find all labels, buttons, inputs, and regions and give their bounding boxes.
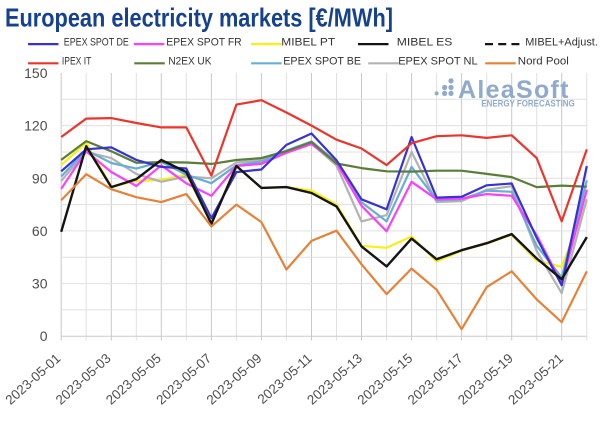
svg-text:60: 60 [32, 223, 48, 239]
svg-text:EPEX SPOT BE: EPEX SPOT BE [283, 56, 361, 68]
svg-text:150: 150 [24, 65, 48, 81]
svg-text:European electricity markets [: European electricity markets [€/MWh] [5, 3, 393, 33]
svg-text:N2EX UK: N2EX UK [168, 56, 211, 68]
svg-text:MIBEL ES: MIBEL ES [397, 36, 453, 48]
svg-text:30: 30 [32, 276, 48, 292]
svg-text:AleaSoft: AleaSoft [458, 76, 570, 104]
svg-text:90: 90 [32, 170, 48, 186]
svg-text:0: 0 [40, 328, 48, 344]
svg-text:MIBEL+Adjust.: MIBEL+Adjust. [525, 36, 598, 48]
svg-text:ENERGY FORECASTING: ENERGY FORECASTING [481, 98, 574, 109]
svg-text:MIBEL PT: MIBEL PT [281, 36, 335, 48]
svg-text:EPEX SPOT DE: EPEX SPOT DE [64, 36, 129, 48]
svg-text:IPEX IT: IPEX IT [62, 56, 92, 68]
svg-text:EPEX SPOT NL: EPEX SPOT NL [398, 56, 477, 68]
svg-text:120: 120 [24, 118, 48, 134]
svg-text:Nord Pool: Nord Pool [518, 56, 569, 68]
svg-text:EPEX SPOT FR: EPEX SPOT FR [166, 36, 241, 48]
